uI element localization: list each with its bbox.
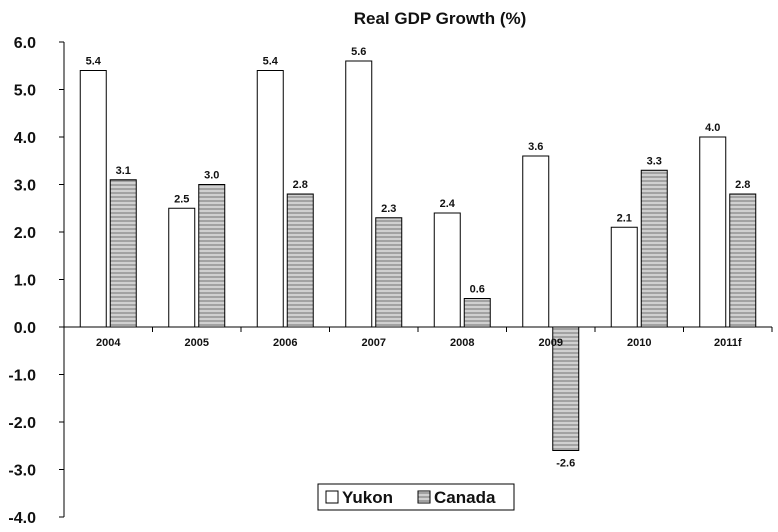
- x-tick-label: 2011f: [714, 337, 742, 349]
- legend-swatch-canada: [417, 490, 431, 504]
- bar-canada: [198, 184, 226, 328]
- data-label-yukon: 4.0: [705, 122, 720, 134]
- bar-yukon: [168, 207, 196, 328]
- bar-yukon: [699, 136, 727, 328]
- data-label-yukon: 2.4: [440, 198, 456, 210]
- bar-canada: [640, 169, 668, 328]
- y-tick-label: 0.0: [14, 320, 36, 337]
- bar-yukon: [79, 70, 107, 328]
- legend-label-yukon: Yukon: [342, 488, 393, 507]
- bar-canada: [286, 193, 314, 328]
- legend-box: [317, 483, 515, 511]
- bar-canada: [552, 326, 580, 451]
- data-label-canada: 3.1: [116, 165, 131, 177]
- data-label-canada: 2.3: [381, 203, 396, 215]
- bar-yukon: [522, 155, 550, 328]
- data-label-canada: 0.6: [470, 284, 485, 296]
- bar-canada: [729, 193, 757, 328]
- data-label-yukon: 2.1: [617, 212, 632, 224]
- x-tick-label: 2007: [362, 337, 386, 349]
- bar-yukon: [433, 212, 461, 328]
- data-label-yukon: 5.6: [351, 46, 366, 58]
- y-tick-label: 5.0: [14, 83, 36, 100]
- chart-title: Real GDP Growth (%): [354, 9, 527, 28]
- data-label-yukon: 5.4: [86, 56, 102, 68]
- y-tick-label: -2.0: [8, 415, 36, 432]
- x-tick-label: 2009: [539, 337, 563, 349]
- x-tick-label: 2005: [185, 337, 209, 349]
- y-tick-label: 1.0: [14, 273, 36, 290]
- data-label-yukon: 2.5: [174, 193, 189, 205]
- y-tick-label: -4.0: [8, 510, 36, 527]
- bar-canada: [463, 298, 491, 328]
- legend-swatch-yukon: [325, 490, 339, 504]
- x-tick-label: 2010: [627, 337, 651, 349]
- y-tick-label: 6.0: [14, 35, 36, 52]
- y-tick-label: 3.0: [14, 178, 36, 195]
- x-tick-label: 2008: [450, 337, 474, 349]
- data-label-yukon: 5.4: [263, 56, 279, 68]
- data-label-canada: 2.8: [735, 179, 750, 191]
- plot-area: 6.0 5.0 4.0 3.0 2.0 1.0 0.0 -1.0 -2.0 -3.0 -4.0 5.4…: [8, 35, 773, 527]
- data-label-canada: 3.3: [647, 155, 662, 167]
- legend-label-canada: Canada: [434, 488, 496, 507]
- data-label-canada: 3.0: [204, 170, 219, 182]
- y-tick-label: -3.0: [8, 463, 36, 480]
- y-tick-label: 2.0: [14, 225, 36, 242]
- y-tick-label: 4.0: [14, 130, 36, 147]
- bar-yukon: [256, 70, 284, 328]
- bar-yukon: [610, 226, 638, 328]
- bar-canada: [375, 217, 403, 328]
- bar-yukon: [345, 60, 373, 328]
- y-tick-label: -1.0: [8, 368, 36, 385]
- data-label-canada: 2.8: [293, 179, 308, 191]
- x-tick-label: 2006: [273, 337, 297, 349]
- data-label-yukon: 3.6: [528, 141, 543, 153]
- bar-canada: [109, 179, 137, 328]
- data-label-canada: -2.6: [556, 458, 575, 470]
- x-tick-label: 2004: [96, 337, 121, 349]
